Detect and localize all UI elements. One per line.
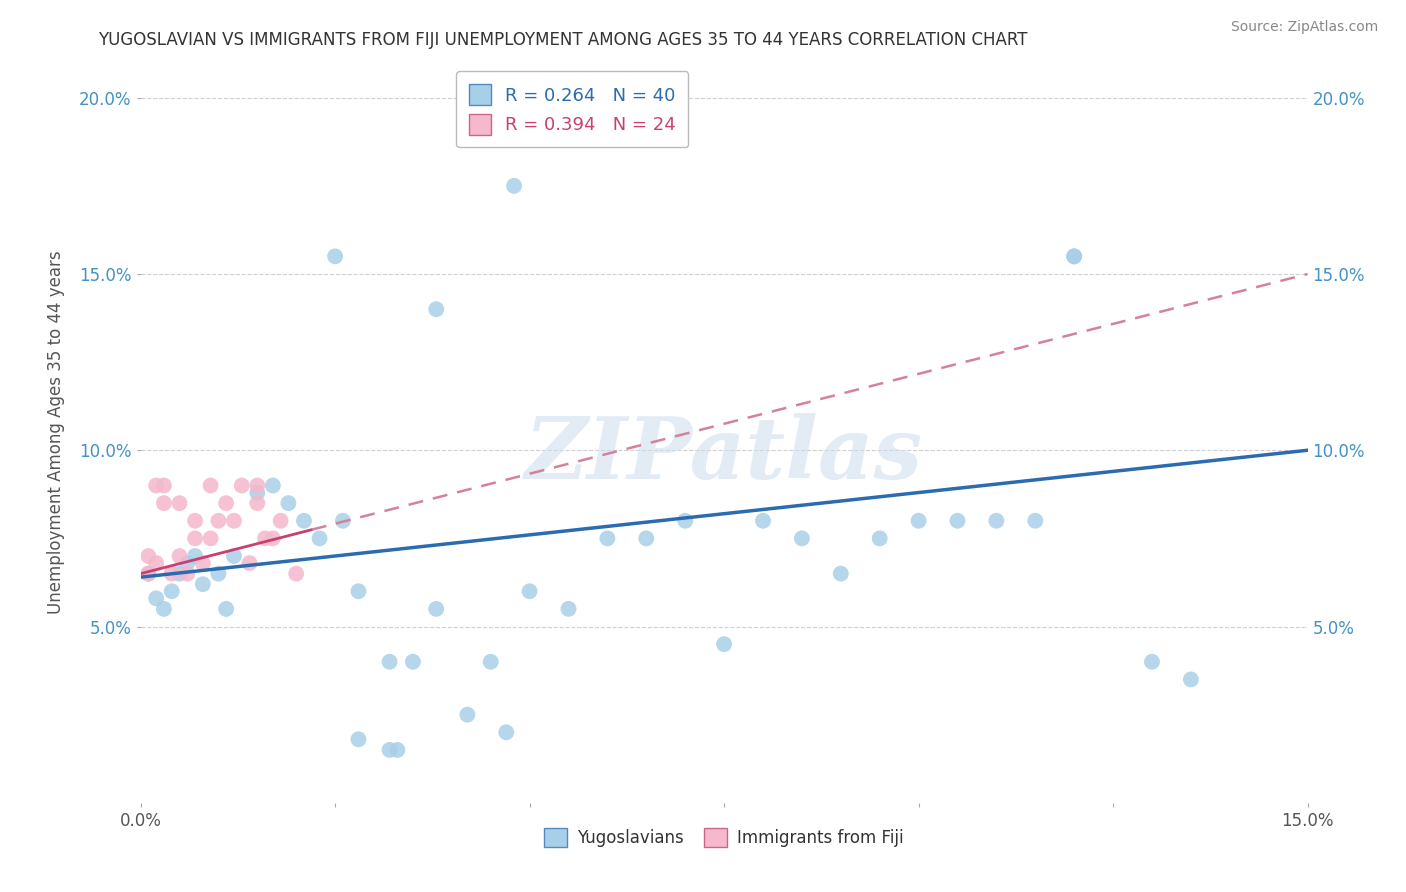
Point xyxy=(596,532,619,546)
Point xyxy=(830,566,852,581)
Point xyxy=(790,532,813,546)
Point xyxy=(222,514,245,528)
Point xyxy=(713,637,735,651)
Point xyxy=(222,549,245,563)
Point xyxy=(138,549,160,563)
Point xyxy=(200,532,222,546)
Point xyxy=(1180,673,1202,687)
Point xyxy=(503,178,526,193)
Point xyxy=(153,496,176,510)
Point xyxy=(1140,655,1163,669)
Point xyxy=(347,584,370,599)
Point xyxy=(752,514,775,528)
Point xyxy=(153,602,176,616)
Point xyxy=(145,591,167,606)
Point xyxy=(153,478,176,492)
Point xyxy=(907,514,929,528)
Point xyxy=(160,584,183,599)
Text: YUGOSLAVIAN VS IMMIGRANTS FROM FIJI UNEMPLOYMENT AMONG AGES 35 TO 44 YEARS CORRE: YUGOSLAVIAN VS IMMIGRANTS FROM FIJI UNEM… xyxy=(98,31,1028,49)
Point xyxy=(347,732,370,747)
Point xyxy=(277,496,299,510)
Point xyxy=(946,514,969,528)
Point xyxy=(215,496,238,510)
Point xyxy=(456,707,478,722)
Point xyxy=(138,566,160,581)
Point xyxy=(145,556,167,570)
Point xyxy=(176,556,198,570)
Point xyxy=(207,514,229,528)
Point xyxy=(184,514,207,528)
Point xyxy=(378,655,401,669)
Legend: Yugoslavians, Immigrants from Fiji: Yugoslavians, Immigrants from Fiji xyxy=(537,822,911,854)
Point xyxy=(636,532,658,546)
Point xyxy=(495,725,517,739)
Point xyxy=(673,514,696,528)
Point xyxy=(425,602,447,616)
Point xyxy=(1024,514,1046,528)
Point xyxy=(1063,249,1085,263)
Point xyxy=(378,743,401,757)
Text: Source: ZipAtlas.com: Source: ZipAtlas.com xyxy=(1230,20,1378,34)
Point xyxy=(254,532,277,546)
Point xyxy=(246,485,269,500)
Point xyxy=(285,566,308,581)
Point xyxy=(1063,249,1085,263)
Point xyxy=(387,743,409,757)
Point xyxy=(231,478,253,492)
Point xyxy=(176,566,198,581)
Point xyxy=(262,532,284,546)
Point xyxy=(246,478,269,492)
Point xyxy=(145,478,167,492)
Point xyxy=(238,556,260,570)
Point xyxy=(169,549,191,563)
Point xyxy=(207,566,229,581)
Point xyxy=(191,577,214,591)
Point xyxy=(160,566,183,581)
Point xyxy=(262,478,284,492)
Point xyxy=(519,584,541,599)
Point xyxy=(191,556,214,570)
Point xyxy=(869,532,891,546)
Point xyxy=(246,496,269,510)
Point xyxy=(479,655,502,669)
Y-axis label: Unemployment Among Ages 35 to 44 years: Unemployment Among Ages 35 to 44 years xyxy=(48,251,65,615)
Point xyxy=(557,602,579,616)
Point xyxy=(425,302,447,317)
Point xyxy=(138,566,160,581)
Point xyxy=(332,514,354,528)
Point xyxy=(200,478,222,492)
Point xyxy=(323,249,346,263)
Point xyxy=(308,532,330,546)
Point xyxy=(169,496,191,510)
Point xyxy=(184,532,207,546)
Point xyxy=(270,514,292,528)
Point xyxy=(169,566,191,581)
Text: ZIPatlas: ZIPatlas xyxy=(524,413,924,497)
Point xyxy=(292,514,315,528)
Point xyxy=(215,602,238,616)
Point xyxy=(402,655,425,669)
Point xyxy=(986,514,1008,528)
Point xyxy=(184,549,207,563)
